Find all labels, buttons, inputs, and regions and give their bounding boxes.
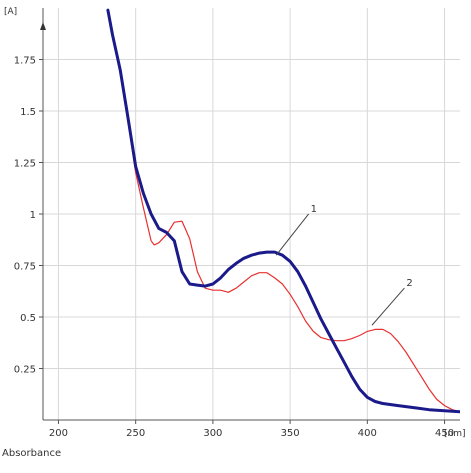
- y-tick-label: 1.5: [20, 107, 36, 118]
- y-tick-label: 1.75: [14, 56, 36, 67]
- x-tick-label: 350: [281, 428, 300, 439]
- x-tick-label: 250: [126, 428, 145, 439]
- y-axis-arrow: [40, 22, 46, 30]
- x-tick-label: 450: [435, 428, 454, 439]
- tick-labels: 200 250 300 350 400 450 0.25 0.5 0.75 1 1.25 1.5 1.7…: [14, 56, 454, 440]
- x-axis-unit: [nm]: [444, 429, 466, 439]
- annotations: 12: [275, 204, 413, 326]
- series-lines: [106, 8, 460, 414]
- x-tick-label: 300: [203, 428, 222, 439]
- x-tick-label: 400: [358, 428, 377, 439]
- x-axis-caption: Absorbance: [2, 448, 61, 459]
- annotation-label: 1: [311, 204, 317, 215]
- y-tick-label: 0.25: [14, 365, 36, 376]
- y-tick-label: 0.75: [14, 262, 36, 273]
- y-tick-label: 1.25: [14, 159, 36, 170]
- x-tick-label: 200: [49, 428, 68, 439]
- series-2-line: [107, 9, 460, 413]
- series-1-line: [106, 8, 460, 414]
- y-tick-label: 1: [30, 210, 36, 221]
- annotation-leader: [371, 287, 405, 326]
- axes: [39, 8, 460, 424]
- gridlines: [43, 8, 460, 420]
- annotation-label: 2: [406, 278, 412, 289]
- y-tick-label: 0.5: [20, 313, 36, 324]
- annotation-leader: [275, 213, 310, 256]
- y-axis-unit: [A]: [4, 7, 17, 17]
